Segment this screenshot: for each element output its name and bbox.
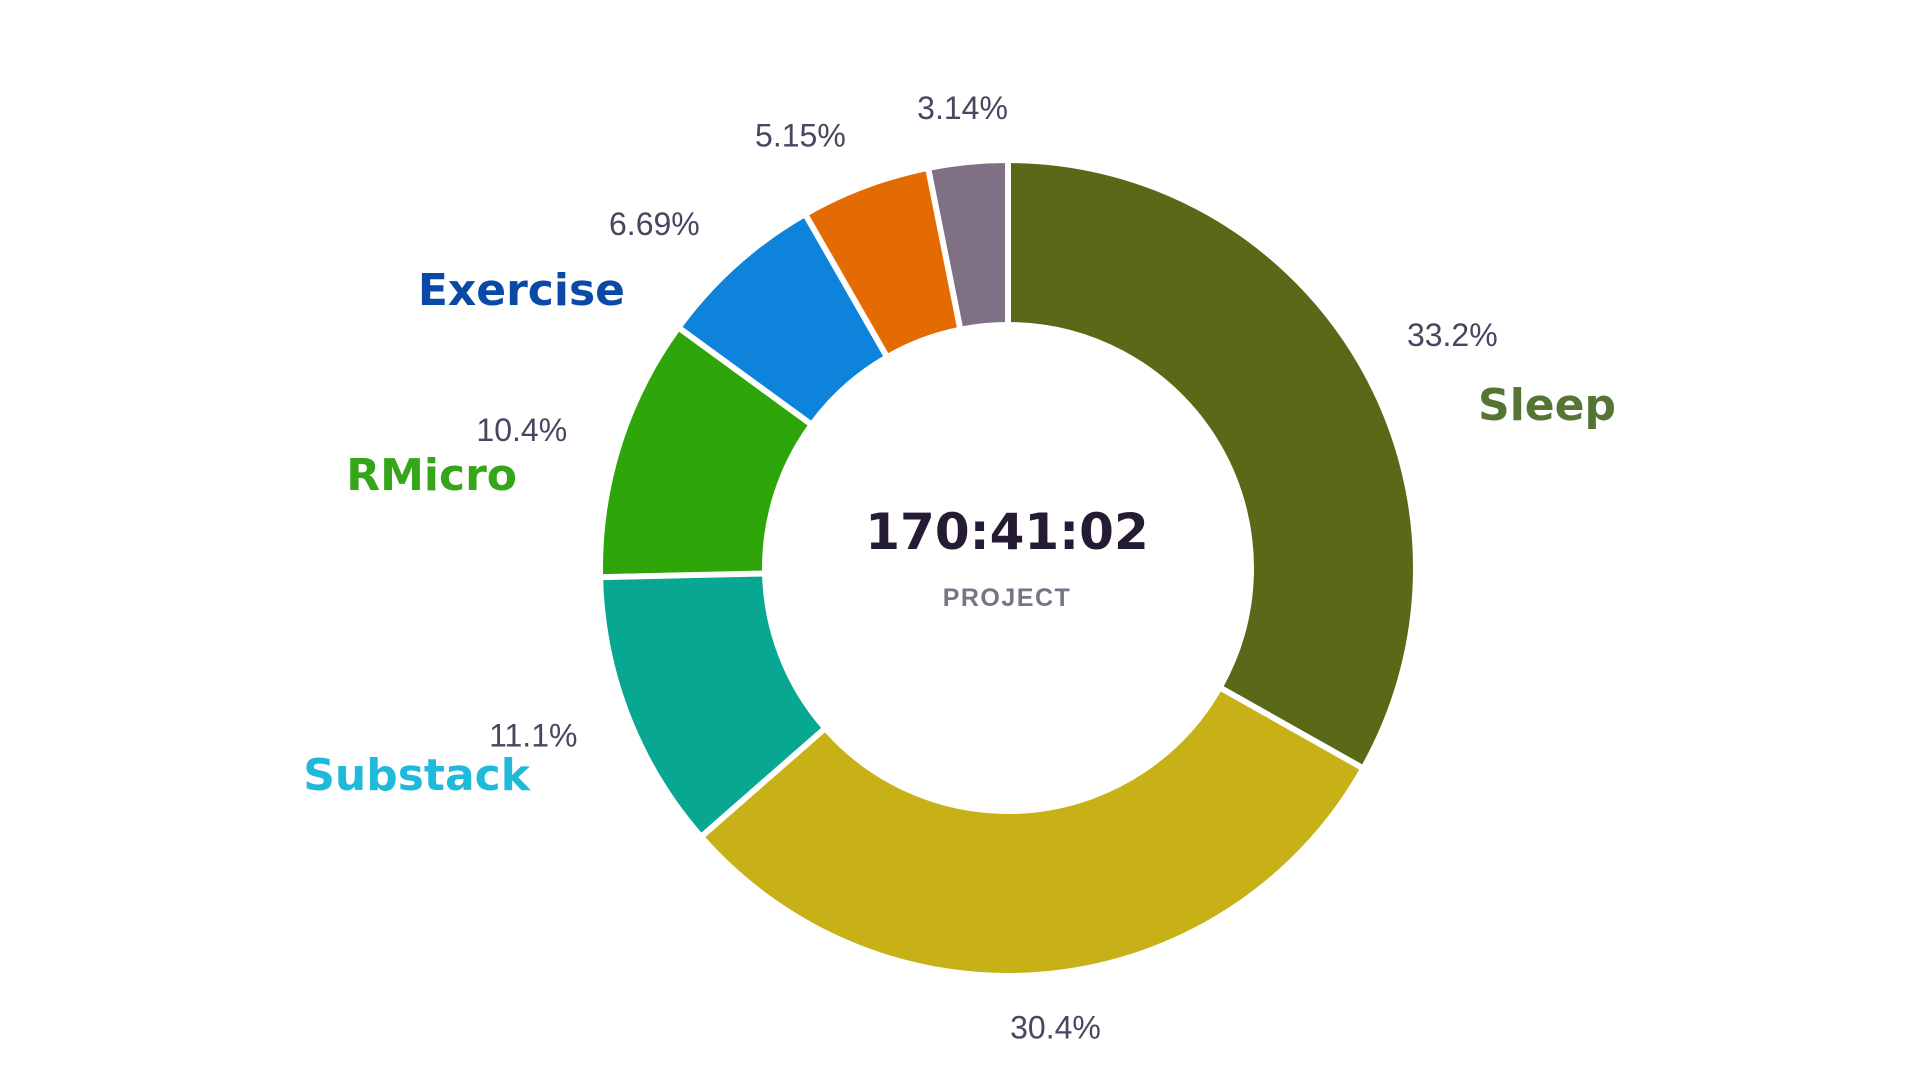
donut-slice-slice-7 [929, 161, 1007, 329]
center-total-value: 170:41:02 [865, 503, 1149, 561]
percent-label-substack: 11.1% [489, 718, 577, 754]
category-label-sleep: Sleep [1478, 380, 1616, 431]
center-caption: PROJECT [943, 584, 1072, 612]
donut-slice-rmicro [601, 329, 810, 577]
percent-label-slice-7: 3.14% [917, 90, 1008, 126]
percent-label-slice-2: 30.4% [1010, 1010, 1101, 1046]
percent-label-rmicro: 10.4% [476, 412, 567, 448]
donut-slice-exercise [680, 215, 886, 423]
percent-label-sleep: 33.2% [1407, 317, 1498, 353]
percent-label-exercise: 6.69% [609, 206, 700, 242]
donut-slice-slice-2 [702, 689, 1362, 975]
percent-labels-layer: 33.2% 30.4% 11.1% 10.4% 6.69% 5.15% 3.14% [476, 90, 1497, 1045]
donut-slice-slice-6 [806, 169, 960, 356]
category-label-rmicro: RMicro [346, 450, 517, 501]
category-label-exercise: Exercise [418, 265, 625, 316]
donut-slice-substack [601, 574, 824, 836]
category-label-substack: Substack [303, 750, 532, 801]
percent-label-slice-6: 5.15% [755, 117, 846, 153]
slices-layer [601, 161, 1415, 975]
category-labels-layer: Sleep Substack RMicro Exercise [303, 265, 1616, 801]
donut-slice-sleep [1009, 161, 1415, 767]
